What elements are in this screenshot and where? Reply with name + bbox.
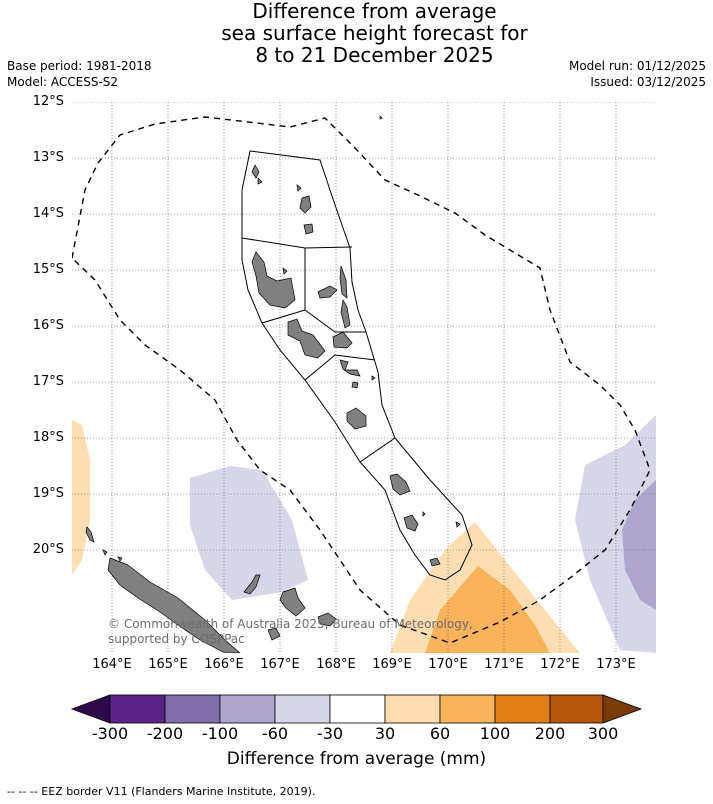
title-line-3: 8 to 21 December 2025 (255, 43, 494, 67)
eez-border (72, 116, 651, 644)
shade-positive-30-60-west (72, 420, 90, 575)
lat-label-14s: 14°S (32, 206, 64, 221)
map-area (72, 102, 656, 653)
lon-label-173e: 173°E (596, 657, 636, 672)
base-period: Base period: 1981-2018 (7, 59, 152, 73)
gridlines (72, 102, 656, 653)
lat-label-12s: 12°S (32, 94, 64, 109)
colorbar-bin-3 (219, 694, 276, 724)
lon-label-168e: 168°E (316, 657, 356, 672)
lat-label-18s: 18°S (32, 430, 64, 445)
lon-label-164e: 164°E (92, 657, 132, 672)
meta-left: Base period: 1981-2018 Model: ACCESS-S2 (7, 58, 152, 90)
colorbar-tick-m200: -200 (146, 724, 184, 743)
model-name: Model: ACCESS-S2 (7, 75, 119, 89)
colorbar-tick-30: 30 (374, 724, 396, 743)
new-caledonia-islands (85, 526, 337, 653)
lon-label-171e: 171°E (484, 657, 524, 672)
vanuatu-islands (251, 115, 461, 567)
colorbar-tick-300: 300 (587, 724, 619, 743)
colorbar-bin-6 (384, 694, 441, 724)
shade-negative-30-60-west (190, 466, 308, 600)
colorbar-bin-4 (274, 694, 331, 724)
province-boundaries (241, 150, 473, 581)
lon-label-165e: 165°E (148, 657, 188, 672)
lat-label-16s: 16°S (32, 318, 64, 333)
colorbar-bin-1 (109, 694, 166, 724)
colorbar-extend-min (70, 694, 111, 724)
colorbar-tick-200: 200 (534, 724, 566, 743)
colorbar-tick-m60: -60 (261, 724, 289, 743)
lat-label-19s: 19°S (32, 486, 64, 501)
lon-label-166e: 166°E (204, 657, 244, 672)
lon-label-167e: 167°E (260, 657, 300, 672)
lat-label-20s: 20°S (32, 542, 64, 557)
colorbar-bin-2 (164, 694, 221, 724)
colorbar-bin-9 (549, 694, 604, 724)
colorbar (70, 694, 643, 724)
colorbar-tick-100: 100 (479, 724, 511, 743)
lat-label-17s: 17°S (32, 374, 64, 389)
colorbar-bin-5 (329, 694, 386, 724)
copyright-notice: © Commonwealth of Australia 2025, Bureau… (108, 617, 473, 646)
lon-label-172e: 172°E (540, 657, 580, 672)
colorbar-tick-m30: -30 (316, 724, 344, 743)
lat-label-15s: 15°S (32, 262, 64, 277)
eez-footnote: -- -- -- EEZ border V11 (Flanders Marine… (7, 785, 316, 798)
lat-label-13s: 13°S (32, 150, 64, 165)
colorbar-bin-8 (494, 694, 551, 724)
chart-title: Difference from average sea surface heig… (0, 0, 713, 66)
colorbar-tick-m300: -300 (91, 724, 129, 743)
meta-right: Model run: 01/12/2025 Issued: 03/12/2025 (569, 58, 706, 90)
shade-negative-60-100-east (622, 480, 656, 610)
lon-label-170e: 170°E (428, 657, 468, 672)
issued-date: Issued: 03/12/2025 (590, 75, 706, 89)
title-line-1: Difference from average (252, 0, 497, 23)
model-run: Model run: 01/12/2025 (568, 59, 706, 73)
colorbar-extend-max (602, 694, 643, 724)
colorbar-title: Difference from average (mm) (226, 749, 487, 769)
lon-label-169e: 169°E (372, 657, 412, 672)
shade-positive-60-100-south (425, 566, 550, 653)
colorbar-bin-7 (439, 694, 496, 724)
colorbar-tick-m100: -100 (201, 724, 239, 743)
title-line-2: sea surface height forecast for (221, 21, 528, 45)
colorbar-tick-60: 60 (429, 724, 451, 743)
